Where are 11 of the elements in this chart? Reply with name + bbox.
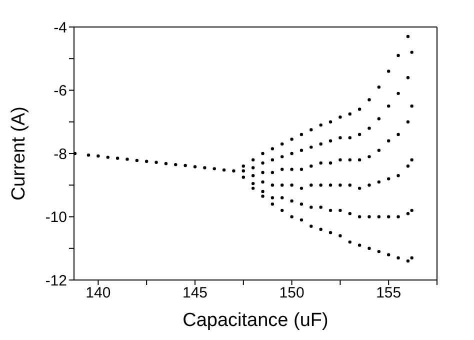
y-tick-label: -10 xyxy=(45,209,67,226)
y-tick-label: -6 xyxy=(54,82,67,100)
y-tick-label: -4 xyxy=(54,19,67,36)
x-tick-label: 145 xyxy=(182,284,208,302)
x-axis-title: Capacitance (uF) xyxy=(182,310,328,331)
x-tick-label: 140 xyxy=(86,284,111,302)
x-tick-label: 150 xyxy=(279,284,304,302)
y-axis-title: Current (A) xyxy=(8,106,30,200)
y-tick-label: -12 xyxy=(45,272,67,290)
y-tick-label: -8 xyxy=(54,146,67,163)
x-tick-label: 155 xyxy=(376,284,402,302)
